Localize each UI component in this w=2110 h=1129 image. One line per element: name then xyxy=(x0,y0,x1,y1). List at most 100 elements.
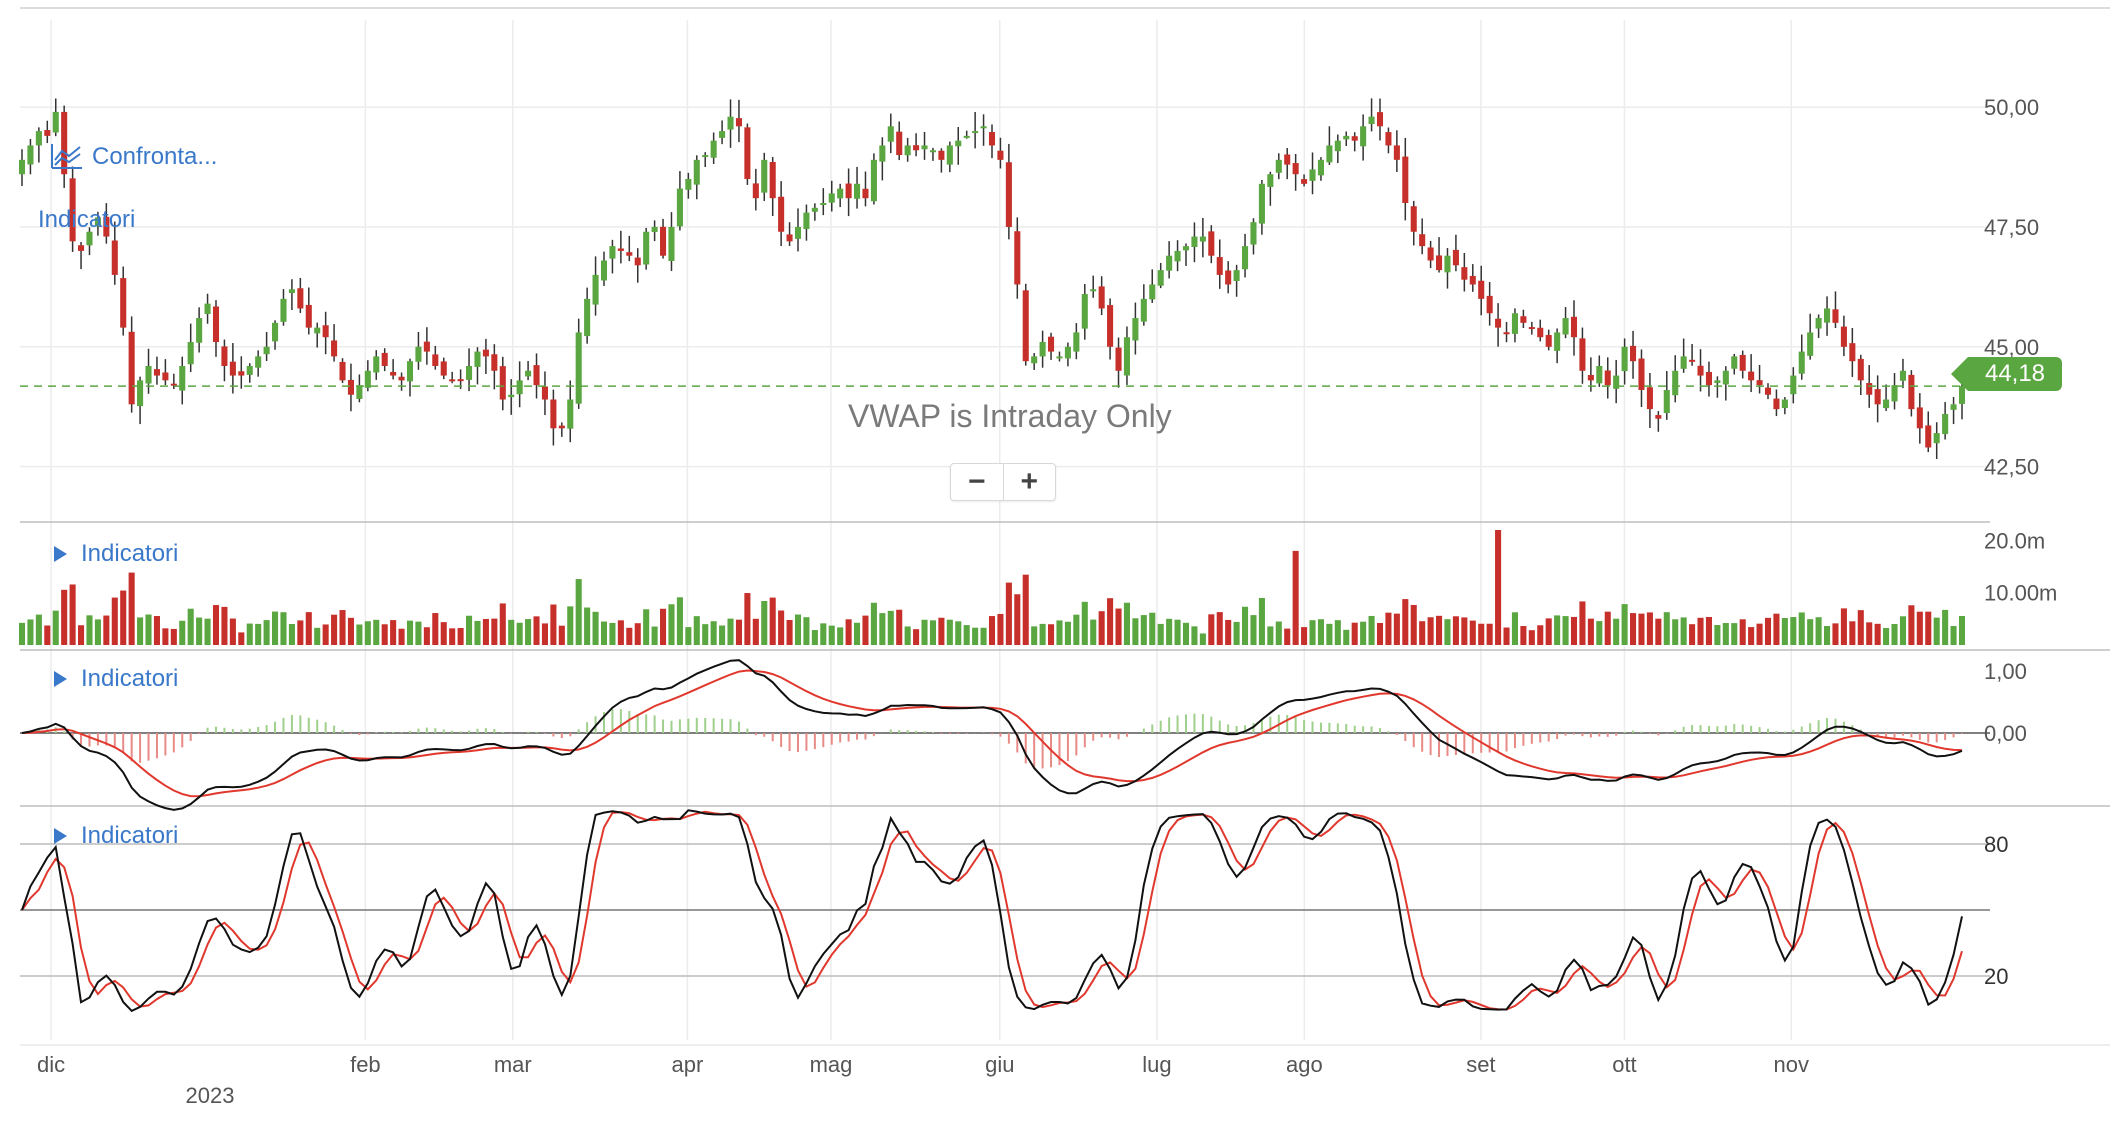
candle-body xyxy=(1123,337,1130,376)
candle-body xyxy=(592,274,599,305)
macd-histogram-bar xyxy=(746,728,749,733)
macd-tick-label: 1,00 xyxy=(1984,659,2027,684)
indicators-button[interactable]: Indicatori xyxy=(38,206,135,234)
macd-indicators-toggle[interactable]: Indicatori xyxy=(54,665,178,693)
volume-bar xyxy=(1646,612,1653,645)
volume-bar xyxy=(1419,621,1426,645)
volume-bar xyxy=(1123,602,1130,645)
candle-body xyxy=(862,188,869,199)
volume-bar xyxy=(1899,616,1906,645)
volume-bar xyxy=(1689,624,1696,645)
volume-bar xyxy=(1554,615,1561,645)
macd-histogram-bar xyxy=(392,732,395,733)
candle-body xyxy=(1292,163,1299,175)
candle-body xyxy=(896,131,903,156)
candle-body xyxy=(1916,407,1923,429)
candle-body xyxy=(1739,354,1746,371)
volume-bar xyxy=(111,597,118,645)
volume-bar xyxy=(752,618,759,645)
compare-chart-icon xyxy=(51,144,82,169)
candle-body xyxy=(1039,342,1046,357)
macd-histogram-bar xyxy=(586,722,589,733)
candle-body xyxy=(1562,318,1569,335)
candle-body xyxy=(1343,135,1350,140)
year-label: 2023 xyxy=(186,1083,235,1108)
macd-histogram-bar xyxy=(1724,725,1727,733)
volume-bar xyxy=(1385,612,1392,645)
volume-bar xyxy=(1005,582,1012,645)
candle-body xyxy=(1798,351,1805,374)
volume-bar xyxy=(626,627,633,645)
volume-bar xyxy=(18,622,26,645)
volume-bar xyxy=(904,626,911,645)
candle-body xyxy=(347,379,354,395)
macd-histogram-bar xyxy=(1058,733,1061,766)
candle-body xyxy=(94,217,101,227)
candle-body xyxy=(1958,386,1966,404)
candle-body xyxy=(61,111,68,175)
candle-body xyxy=(794,226,802,239)
macd-histogram-bar xyxy=(898,730,901,733)
stochastic-indicators-toggle[interactable]: Indicatori xyxy=(54,822,178,850)
volume-bar xyxy=(238,632,245,645)
macd-histogram-bar xyxy=(1581,733,1584,737)
volume-bar xyxy=(1064,621,1071,645)
x-tick-label: dic xyxy=(37,1052,65,1077)
candle-body xyxy=(904,145,911,156)
macd-histogram-bar xyxy=(1033,733,1036,769)
candle-body xyxy=(541,386,548,400)
volume-indicators-toggle[interactable]: Indicatori xyxy=(54,540,178,568)
volume-bar xyxy=(457,628,464,645)
volume-bar xyxy=(1520,626,1527,645)
volume-bar xyxy=(373,619,380,645)
candle-body xyxy=(1368,116,1375,124)
macd-histogram-bar xyxy=(130,733,133,762)
macd-histogram-bar xyxy=(88,733,91,747)
volume-bar xyxy=(828,625,835,645)
volume-bar xyxy=(1250,615,1257,645)
candle-body xyxy=(221,346,228,366)
volume-bar xyxy=(1368,615,1375,645)
zoom-out-button[interactable]: − xyxy=(967,465,986,498)
zoom-in-button[interactable]: + xyxy=(1002,464,1056,500)
candle-body xyxy=(1596,365,1603,384)
macd-histogram-bar xyxy=(830,733,833,745)
macd-histogram-bar xyxy=(1168,717,1171,733)
volume-bar xyxy=(1680,617,1687,645)
candle-body xyxy=(921,145,928,150)
macd-histogram-bar xyxy=(1117,733,1120,740)
volume-bar xyxy=(1225,619,1232,645)
volume-bar xyxy=(1301,627,1308,645)
volume-bar xyxy=(482,618,489,645)
candle-body xyxy=(811,207,818,212)
candle-body xyxy=(272,322,279,342)
macd-histogram-bar xyxy=(1792,729,1795,733)
compare-button[interactable]: Confronta... xyxy=(50,142,217,172)
candle-body xyxy=(474,351,481,367)
volume-bar xyxy=(69,584,76,645)
macd-histogram-bar xyxy=(1944,733,1947,741)
candle-body xyxy=(170,383,177,386)
volume-bar xyxy=(280,612,287,645)
vwap-notice: VWAP is Intraday Only xyxy=(848,398,1172,434)
volume-bar xyxy=(78,625,85,645)
stochastic-panel xyxy=(20,809,1990,1013)
volume-bar xyxy=(1022,574,1029,645)
candle-body xyxy=(128,331,135,405)
volume-bar xyxy=(1849,621,1856,645)
candle-body xyxy=(179,365,186,391)
candle-body xyxy=(887,126,894,142)
candle-body xyxy=(744,127,751,180)
macd-histogram-bar xyxy=(1024,733,1027,764)
volume-bar xyxy=(137,617,144,645)
macd-histogram-bar xyxy=(999,733,1002,737)
candle-body xyxy=(997,150,1004,160)
price-tick-label: 47,50 xyxy=(1984,215,2039,240)
candle-body xyxy=(499,366,506,400)
macd-histogram-bar xyxy=(527,731,530,733)
candle-body xyxy=(972,131,979,134)
macd-histogram-bar xyxy=(560,733,563,739)
candle-body xyxy=(584,298,591,337)
candle-body xyxy=(491,354,498,371)
